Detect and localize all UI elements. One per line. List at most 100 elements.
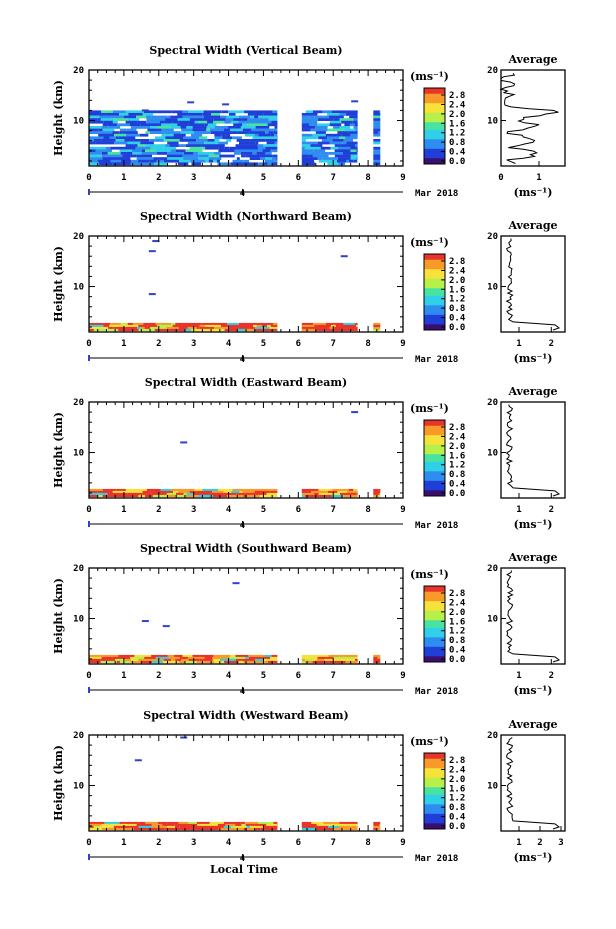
heatmap-cell [130,823,137,827]
heatmap-cell [311,490,328,494]
heatmap-cell [89,488,103,492]
colorbar-cell [424,320,445,323]
heatmap-cell [350,154,355,158]
colorbar-tick-label: 1.6 [449,784,465,794]
colorbar-tick-label: 0.8 [449,636,465,646]
colorbar-cell [424,650,445,653]
heatmap-cell [213,654,231,658]
heatmap-cell [235,823,242,827]
x-tick-label: 2 [156,838,161,848]
colorbar-cell [424,421,445,425]
heatmap-cell [270,488,278,492]
average-x-tick-label: 3 [558,838,563,848]
heatmap-cell [167,825,176,829]
heatmap-cell [110,146,125,150]
heatmap-cell [226,322,239,326]
heatmap-cell [267,110,273,114]
heatmap-cell [157,827,165,831]
heatmap-cell [177,113,190,116]
average-frame [500,734,566,832]
heatmap-cell [269,326,277,330]
heatmap-cell [241,126,256,129]
average-x-tick-label: 2 [537,838,542,848]
heatmap-cell [312,113,318,116]
heatmap-cell [301,322,314,326]
heatmap-cell [265,146,277,150]
colorbar-cell [424,312,445,316]
heatmap-cell [93,825,101,829]
heatmap-cell [254,113,264,116]
heatmap-cell [140,133,149,137]
y-tick-label: 20 [73,66,84,76]
heatmap-cell [247,827,256,831]
heatmap-cell [167,115,171,119]
colorbar-cell [424,467,445,470]
colorbar-cell [424,606,445,610]
x-tick-label: 9 [400,838,405,848]
colorbar-cell [424,656,445,659]
colorbar-cell [424,148,445,152]
colorbar-cell [424,255,445,259]
heatmap-cell [89,823,102,827]
heatmap-cell [329,123,342,127]
colorbar-cell [424,618,445,621]
heatmap-cell [254,123,268,127]
heatmap-cell [119,128,127,132]
heatmap-cell [269,490,278,494]
colorbar: (ms⁻¹)2.82.42.01.61.20.80.40.0 [410,735,466,832]
data-mark [232,582,240,585]
heatmap-cell [243,494,248,498]
heatmap-cell [317,656,327,660]
heatmap-cell [256,152,266,155]
heatmap-cell [267,162,273,166]
heatmap-cell [328,115,344,119]
heatmap-cell [301,492,315,496]
heatmap-cell [213,159,217,163]
heatmap-cell [131,658,139,662]
heatmap-cell [190,133,203,137]
heatmap-cell [353,118,358,121]
colorbar-cell [424,646,445,650]
heatmap-cell [222,326,229,330]
heatmap-cell [353,488,358,492]
colorbar-cell [424,328,445,331]
heatmap-cell [250,139,266,142]
heatmap-cell [244,328,250,332]
colorbar-cell [424,129,445,133]
heatmap-cell [119,821,124,825]
colorbar-cell [424,437,445,440]
heatmap-cell [138,658,153,662]
heatmap-cell [275,494,278,498]
data-mark [351,100,359,103]
heatmap-cell [301,326,316,330]
heatmap-cell [264,159,275,163]
colorbar-cell [424,806,445,809]
heatmap-cell [223,825,232,829]
heatmap-cell [103,120,113,124]
data-mark [134,759,142,762]
heatmap-cell [89,131,100,134]
heatmap-cell [161,133,165,137]
heatmap-cell [341,658,355,662]
colorbar: (ms⁻¹)2.82.42.01.61.20.80.40.0 [410,402,466,499]
heatmap-cell [312,133,326,137]
heatmap-cell [327,823,345,827]
heatmap-cell [344,825,357,829]
heatmap-cell [373,133,381,137]
colorbar-cell [424,91,445,95]
heatmap-cell [146,827,158,831]
heatmap-cell [175,322,190,326]
heatmap-cell [216,159,220,163]
heatmap-cell [161,123,178,127]
heatmap-cell [179,159,191,163]
heatmap-cell [349,159,354,163]
colorbar-cell [424,779,445,782]
heatmap-cell [130,126,147,129]
heatmap-cell [266,823,277,827]
colorbar-tick-label: 0.4 [449,148,466,158]
heatmap-cell [261,324,268,328]
heatmap-cell [136,157,154,160]
heatmap-cell [327,490,338,494]
colorbar-tick-label: 0.0 [449,489,465,499]
date-marker-label: 4 [240,854,246,864]
